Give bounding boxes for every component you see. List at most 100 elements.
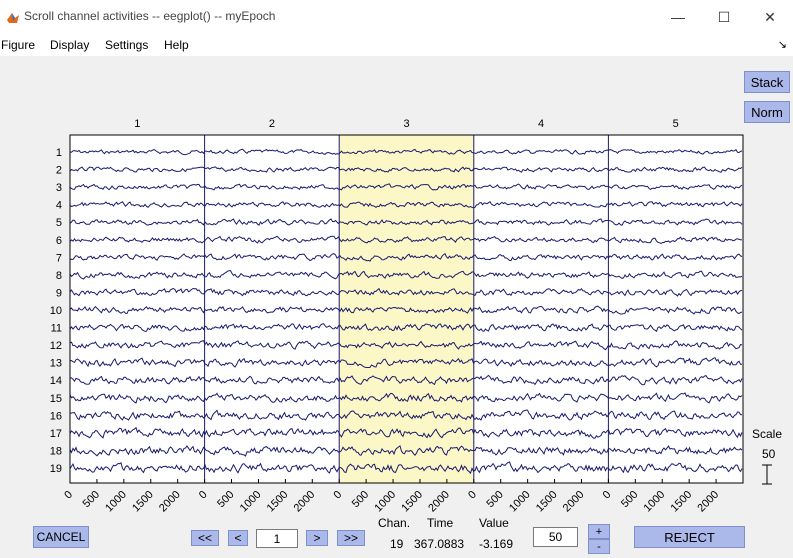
menu-bar: Figure Display Settings Help bbox=[0, 34, 793, 56]
dock-arrow-icon[interactable]: ↘ bbox=[777, 39, 787, 51]
channel-trace bbox=[69, 148, 743, 156]
x-tick-label: 0 bbox=[197, 489, 210, 502]
menu-display[interactable]: Display bbox=[50, 38, 90, 52]
channel-label: 7 bbox=[56, 252, 62, 264]
x-tick-label: 500 bbox=[619, 489, 640, 510]
epoch-label: 2 bbox=[269, 118, 275, 130]
channel-label: 16 bbox=[50, 410, 62, 422]
chan-label: Chan. bbox=[378, 516, 411, 530]
norm-button[interactable]: Norm bbox=[744, 101, 790, 123]
x-tick-label: 500 bbox=[484, 489, 505, 510]
x-tick-label: 1000 bbox=[507, 489, 533, 515]
channel-label: 15 bbox=[50, 393, 62, 405]
channel-label: 1 bbox=[56, 147, 62, 159]
spacing-input[interactable]: 50 bbox=[533, 527, 578, 547]
x-tick-label: 0 bbox=[466, 489, 479, 502]
channel-trace bbox=[69, 340, 743, 351]
channel-trace bbox=[69, 200, 743, 209]
channel-trace bbox=[69, 183, 743, 191]
value-label: Value bbox=[479, 516, 509, 530]
channel-trace bbox=[69, 269, 743, 280]
channel-trace bbox=[69, 252, 743, 262]
last-page-button[interactable]: >> bbox=[337, 530, 365, 546]
close-button[interactable]: ✕ bbox=[747, 0, 793, 34]
epoch-label: 4 bbox=[538, 118, 544, 130]
channel-label: 13 bbox=[50, 358, 62, 370]
channel-trace bbox=[69, 218, 743, 226]
x-tick-label: 500 bbox=[350, 489, 371, 510]
x-tick-label: 500 bbox=[81, 489, 102, 510]
cancel-button[interactable]: CANCEL bbox=[33, 526, 89, 548]
reject-button[interactable]: REJECT bbox=[634, 526, 745, 548]
menu-figure[interactable]: Figure bbox=[1, 38, 36, 52]
channel-label: 3 bbox=[56, 182, 62, 194]
x-tick-label: 0 bbox=[601, 489, 614, 502]
maximize-icon: ☐ bbox=[717, 8, 731, 25]
prev-page-button[interactable]: < bbox=[228, 530, 248, 546]
channel-label: 18 bbox=[50, 445, 62, 457]
plot-border bbox=[69, 134, 744, 484]
channel-trace bbox=[69, 374, 743, 386]
menu-help[interactable]: Help bbox=[164, 38, 189, 52]
x-tick-label: 2000 bbox=[292, 489, 318, 515]
decrease-spacing-button[interactable]: - bbox=[588, 539, 610, 554]
channel-label: 2 bbox=[56, 165, 62, 177]
increase-spacing-button[interactable]: + bbox=[588, 524, 610, 539]
x-tick-label: 1000 bbox=[238, 489, 264, 515]
channel-trace bbox=[69, 287, 743, 297]
channel-label: 11 bbox=[51, 323, 62, 335]
minimize-button[interactable]: — bbox=[655, 0, 701, 34]
channel-label: 10 bbox=[50, 305, 62, 317]
epoch-label: 5 bbox=[673, 118, 679, 130]
next-page-button[interactable]: > bbox=[306, 530, 328, 546]
channel-label: 8 bbox=[56, 270, 62, 282]
scale-label: Scale bbox=[752, 427, 783, 441]
channel-label: 4 bbox=[56, 200, 62, 212]
page-input[interactable]: 1 bbox=[256, 529, 298, 548]
x-tick-label: 1000 bbox=[642, 489, 668, 515]
window-title: Scroll channel activities -- eegplot() -… bbox=[24, 9, 276, 23]
first-page-button[interactable]: << bbox=[191, 530, 219, 546]
chan-value: 19 bbox=[390, 537, 404, 551]
menu-settings[interactable]: Settings bbox=[105, 38, 149, 52]
x-tick-label: 2000 bbox=[561, 489, 587, 515]
channel-label: 12 bbox=[50, 340, 62, 352]
channel-trace bbox=[69, 305, 743, 315]
matlab-icon bbox=[7, 13, 19, 23]
maximize-button[interactable]: ☐ bbox=[701, 0, 747, 34]
channel-label: 5 bbox=[56, 217, 62, 229]
channel-label: 17 bbox=[50, 428, 62, 440]
channel-trace bbox=[69, 445, 743, 457]
channel-trace bbox=[69, 426, 743, 439]
title-bar: Scroll channel activities -- eegplot() -… bbox=[0, 0, 793, 34]
stack-button[interactable]: Stack bbox=[744, 71, 790, 93]
x-tick-label: 1000 bbox=[103, 489, 129, 515]
channel-trace bbox=[69, 392, 743, 404]
epoch-label: 3 bbox=[403, 118, 409, 130]
channel-label: 6 bbox=[56, 235, 62, 247]
x-tick-label: 1500 bbox=[130, 489, 156, 515]
channel-label: 19 bbox=[50, 463, 62, 475]
channel-trace bbox=[69, 166, 743, 173]
channel-trace bbox=[69, 323, 743, 333]
x-tick-label: 1500 bbox=[668, 489, 694, 515]
x-tick-label: 1500 bbox=[265, 489, 291, 515]
x-tick-label: 0 bbox=[62, 489, 75, 502]
x-tick-label: 2000 bbox=[157, 489, 183, 515]
selected-epoch-highlight bbox=[339, 135, 474, 483]
epoch-label: 1 bbox=[134, 118, 140, 130]
channel-trace bbox=[70, 409, 743, 421]
x-tick-label: 1000 bbox=[372, 489, 398, 515]
scale-bar-icon bbox=[762, 464, 772, 485]
channel-label: 14 bbox=[50, 375, 62, 387]
time-value: 367.0883 bbox=[414, 537, 465, 551]
close-icon: ✕ bbox=[764, 8, 776, 25]
x-tick-label: 500 bbox=[215, 489, 236, 510]
channel-label: 9 bbox=[56, 287, 62, 299]
x-tick-label: 1500 bbox=[399, 489, 425, 515]
x-tick-label: 2000 bbox=[426, 489, 452, 515]
time-label: Time bbox=[427, 516, 454, 530]
channel-trace bbox=[69, 461, 743, 475]
x-tick-label: 2000 bbox=[695, 489, 721, 515]
